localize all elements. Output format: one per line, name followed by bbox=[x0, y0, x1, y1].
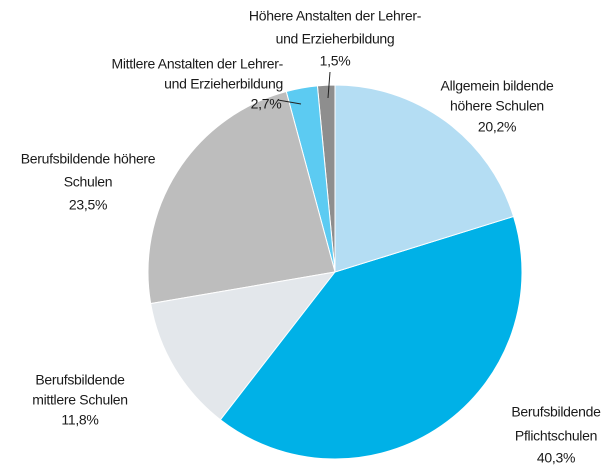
category-label: Schulen bbox=[64, 174, 113, 190]
slice-label: Allgemein bildende höhere Schulen 20,2% bbox=[441, 78, 555, 135]
slice-label: Mittlere Anstalten der Lehrer-und Erzieh… bbox=[111, 56, 283, 112]
value-label: 40,3% bbox=[537, 450, 575, 466]
category-label: und Erzieherbildung bbox=[164, 76, 283, 92]
slice-label: Berufsbildende mittlere Schulen 11,8% bbox=[32, 372, 128, 428]
pie-slice bbox=[150, 271, 337, 421]
pie-slice bbox=[219, 215, 523, 460]
slice-label: Berufsbildende höhere Schulen 23,5% bbox=[21, 151, 156, 213]
category-label: mittlere Schulen bbox=[32, 392, 128, 408]
category-label: Höhere Anstalten der Lehrer- bbox=[249, 8, 422, 24]
value-label: 20,2% bbox=[478, 119, 516, 135]
category-label: Berufsbildende bbox=[35, 372, 125, 388]
pie-slice bbox=[147, 90, 336, 305]
category-label: Pflichtschulen bbox=[515, 428, 597, 444]
value-label: 23,5% bbox=[69, 197, 107, 213]
value-label: 11,8% bbox=[61, 412, 98, 428]
category-label: höhere Schulen bbox=[450, 98, 544, 114]
category-label: Mittlere Anstalten der Lehrer- bbox=[111, 56, 283, 72]
category-label: Berufsbildende höhere bbox=[21, 151, 156, 167]
pie-slice bbox=[334, 84, 515, 273]
slice-label: Höhere Anstalten der Lehrer-und Erzieher… bbox=[249, 8, 422, 69]
value-label: 2,7% bbox=[251, 96, 282, 112]
category-label: Berufsbildende bbox=[511, 404, 601, 420]
value-label: 1,5% bbox=[320, 53, 351, 69]
leader-line bbox=[327, 71, 331, 99]
slice-label: Berufsbildende Pflichtschulen 40,3% bbox=[511, 404, 601, 466]
category-label: Allgemein bildende bbox=[441, 78, 554, 94]
leader-line bbox=[277, 99, 302, 105]
category-label: und Erzieherbildung bbox=[276, 31, 395, 47]
